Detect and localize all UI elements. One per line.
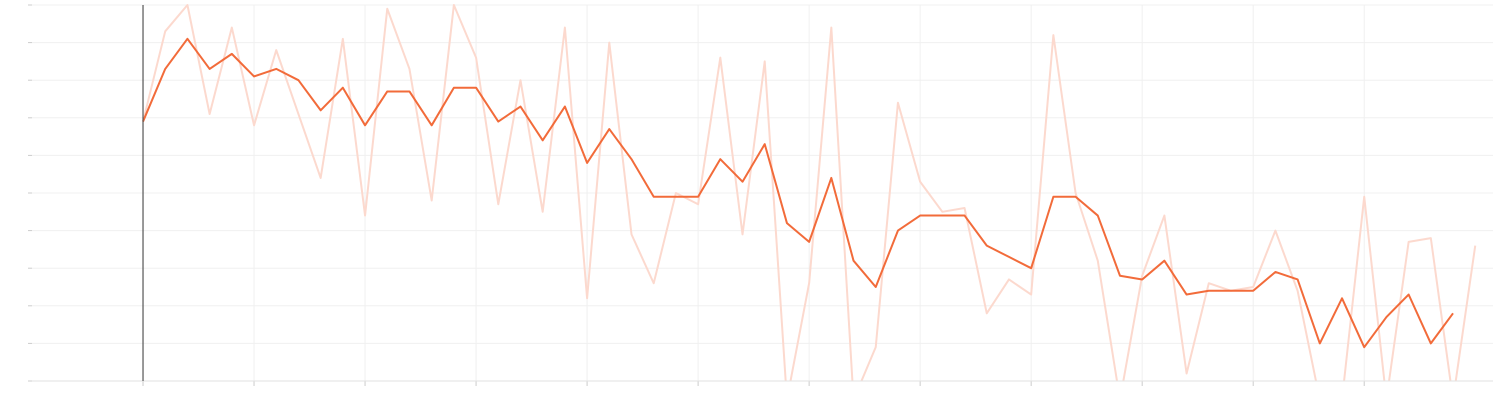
series-line-smoothed [142,37,1454,349]
series-line-raw [142,4,1477,381]
gridlines [32,4,1493,382]
axes [32,5,1493,382]
axis-ticks [28,4,1365,386]
series-lines [142,4,1477,381]
